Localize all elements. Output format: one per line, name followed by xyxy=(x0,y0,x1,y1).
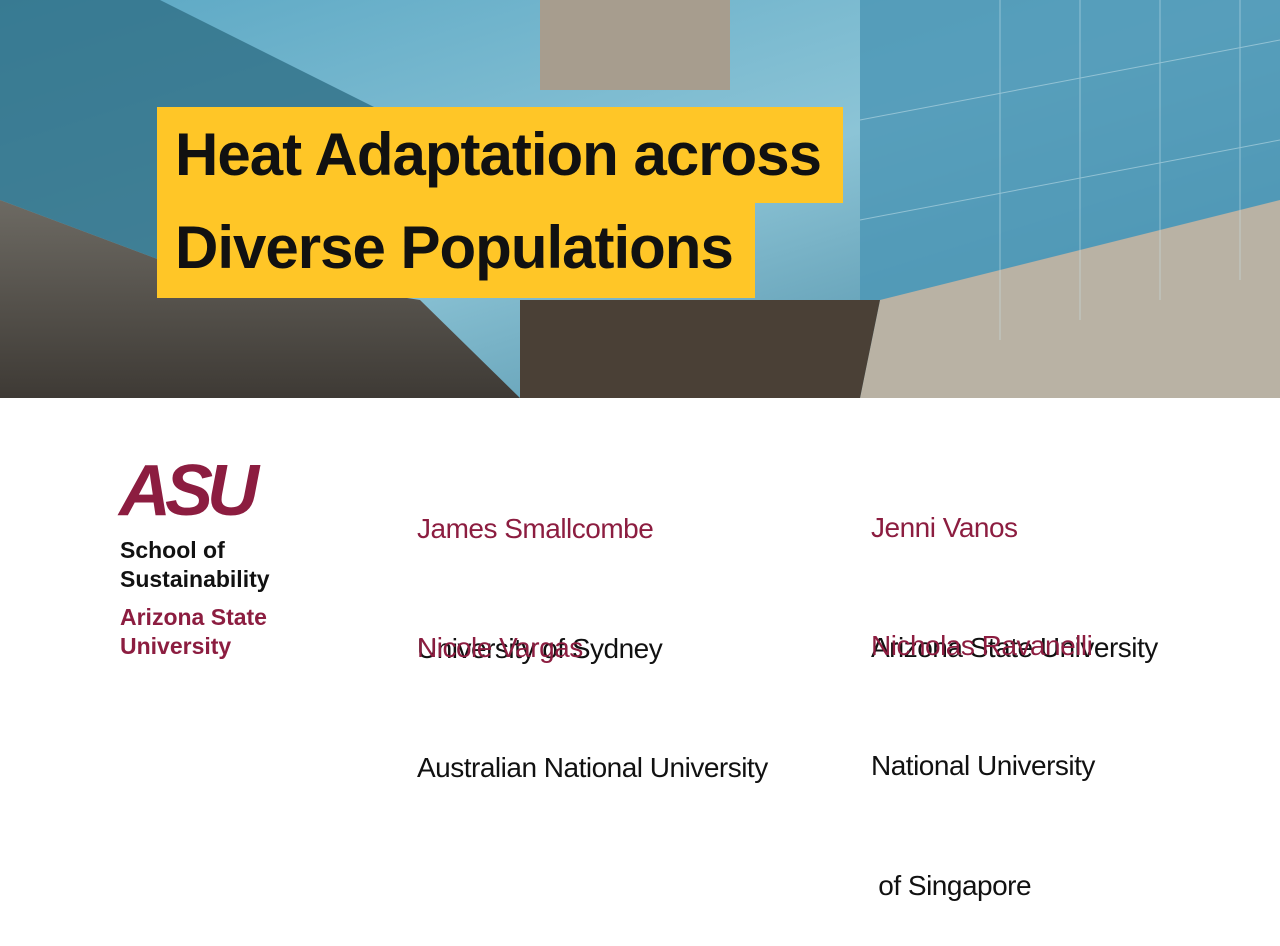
speaker-affiliation: Australian National University xyxy=(417,752,768,783)
speaker-affiliation: Arizona State University xyxy=(871,632,1158,663)
speaker-name: Nicholas Ravanelli xyxy=(871,630,1093,661)
background-photo xyxy=(0,0,1280,398)
speaker-affiliation: National University xyxy=(871,750,1095,781)
logo-mark: ASU xyxy=(119,451,259,531)
logo-university-line: Arizona State xyxy=(120,604,267,630)
speaker-name: James Smallcombe xyxy=(417,513,654,544)
speaker: Nicholas Ravanelli National University o… xyxy=(871,546,1095,946)
speaker-affiliation: University of Sydney xyxy=(417,633,663,664)
logo-university-line: University xyxy=(120,633,232,659)
logo-unit-line: School of xyxy=(120,537,225,563)
title-line: Heat Adaptation across xyxy=(157,107,843,203)
speaker: Nicole Vargas Australian National Univer… xyxy=(417,548,768,828)
logo-unit-line: Sustainability xyxy=(120,566,270,592)
speaker-affiliation: of Singapore xyxy=(871,870,1032,901)
speaker-name: Nicole Vargas xyxy=(417,632,583,663)
title-card: Heat Adaptation across Diverse Populatio… xyxy=(0,0,1280,901)
speaker: James Smallcombe University of Sydney xyxy=(417,429,663,709)
title-line: Diverse Populations xyxy=(157,200,755,298)
speaker-name: Jenni Vanos xyxy=(871,512,1018,543)
logo-university: Arizona State University xyxy=(120,603,267,661)
logo-unit: School of Sustainability xyxy=(120,536,270,594)
speaker: Jenni Vanos Arizona State University xyxy=(871,428,1158,708)
